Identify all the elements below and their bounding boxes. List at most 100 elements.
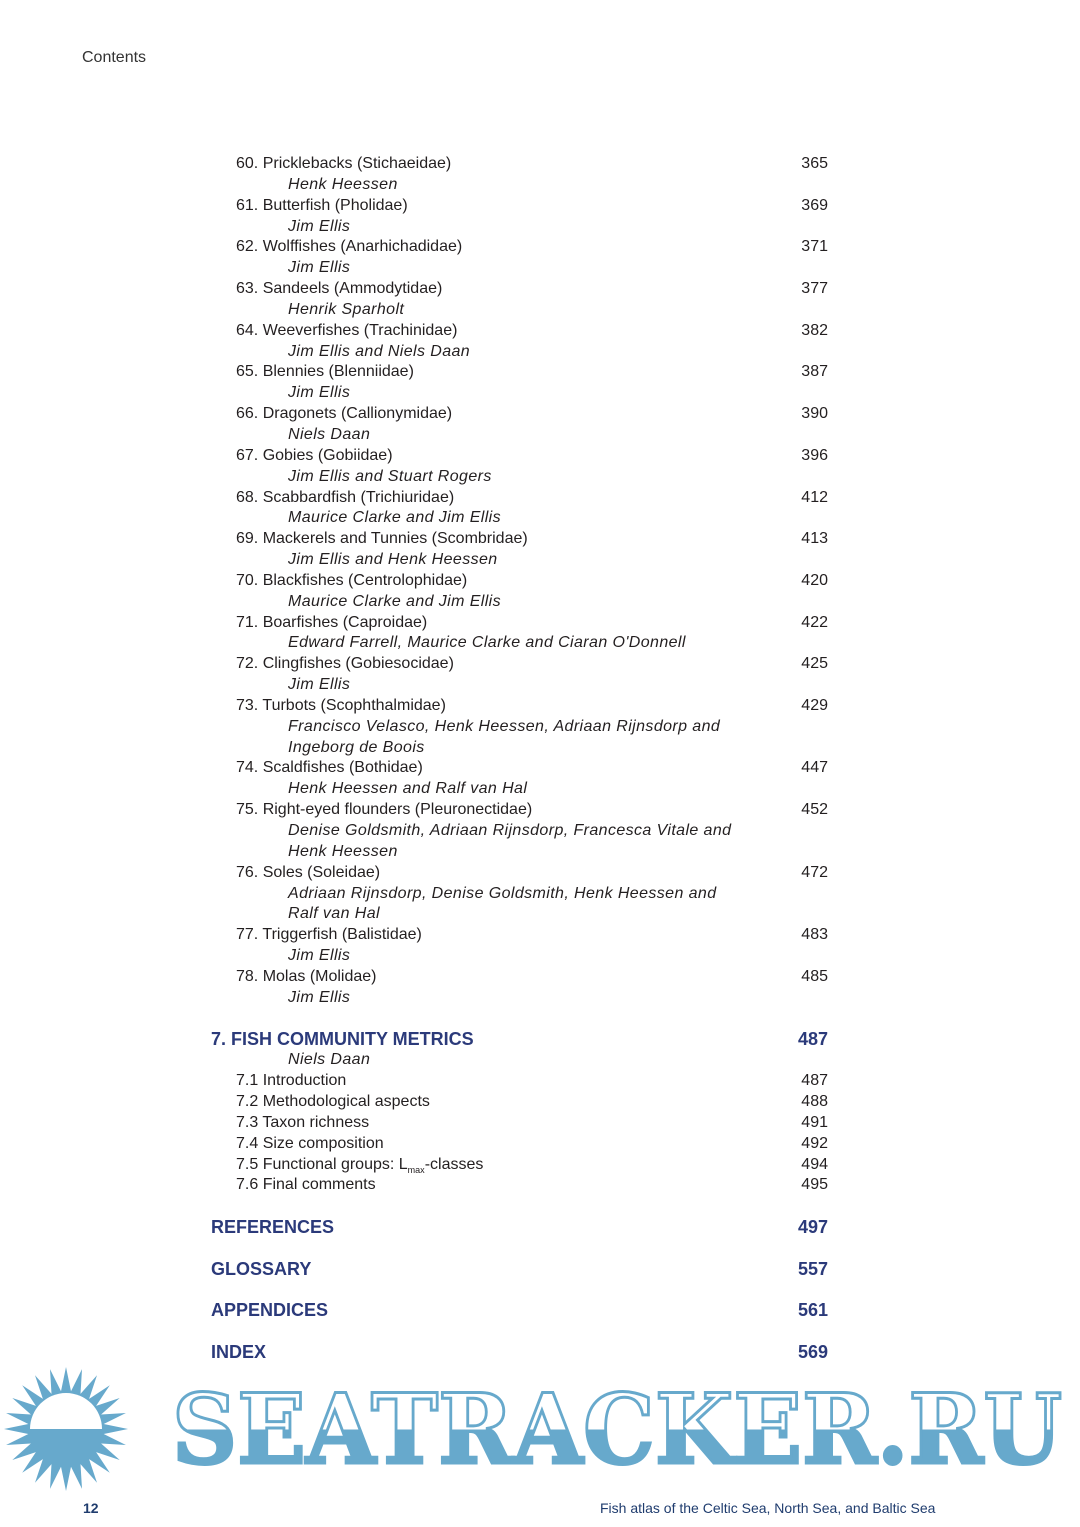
toc-row: 7.5 Functional groups: Lmax-classes 494 xyxy=(0,1155,1080,1176)
toc-row: 7. FISH COMMUNITY METRICS 487 xyxy=(0,1029,1080,1050)
entry-page: 483 xyxy=(801,926,828,944)
entry-page: 472 xyxy=(801,863,828,881)
section-title: GLOSSARY xyxy=(211,1258,312,1279)
subsection-title: 7.3 Taxon richness xyxy=(236,1113,370,1131)
spacer xyxy=(0,1321,1080,1342)
chapter-page: 487 xyxy=(797,1029,828,1050)
entry-page: 390 xyxy=(801,405,828,423)
spacer xyxy=(0,1280,1080,1301)
toc-row: Ralf van Hal xyxy=(0,904,1080,925)
section-page: 557 xyxy=(797,1258,828,1279)
toc-row: 7.3 Taxon richness 491 xyxy=(0,1113,1080,1134)
toc-entry: 74. Scaldfishes (Bothidae) 447 xyxy=(0,758,1080,779)
toc-row: Maurice Clarke and Jim Ellis xyxy=(0,508,1080,529)
entry-author: Maurice Clarke and Jim Ellis xyxy=(288,592,502,610)
subsection-page: 494 xyxy=(801,1155,828,1173)
toc-row: Jim Ellis and Niels Daan xyxy=(0,342,1080,363)
entry-title: 67. Gobies (Gobiidae) xyxy=(236,446,393,464)
watermark-text: SEATRACKER.RU xyxy=(172,1373,1062,1486)
toc-entry: 73. Turbots (Scophthalmidae) 429 xyxy=(0,696,1080,717)
entry-title: 73. Turbots (Scophthalmidae) xyxy=(236,696,446,714)
toc-row: Henrik Sparholt xyxy=(0,300,1080,321)
subsection-page: 487 xyxy=(801,1072,828,1090)
toc-entry: 75. Right-eyed flounders (Pleuronectidae… xyxy=(0,800,1080,821)
spacer xyxy=(0,1196,1080,1217)
entry-author: Niels Daan xyxy=(288,425,371,443)
chapter-author: Niels Daan xyxy=(288,1051,371,1069)
entry-page: 396 xyxy=(801,446,828,464)
entry-title: 60. Pricklebacks (Stichaeidae) xyxy=(236,155,452,172)
entry-title: 74. Scaldfishes (Bothidae) xyxy=(236,759,423,777)
entry-author: Jim Ellis and Niels Daan xyxy=(288,342,471,360)
toc-row: INDEX 569 xyxy=(0,1342,1080,1363)
toc-row: Jim Ellis xyxy=(0,675,1080,696)
toc-row: 7.6 Final comments 495 xyxy=(0,1175,1080,1196)
entry-author: Francisco Velasco, Henk Heessen, Adriaan… xyxy=(288,717,721,735)
subsection-page: 495 xyxy=(801,1176,828,1194)
page-number: 12 xyxy=(83,1500,99,1516)
subsection-title-post: -classes xyxy=(424,1155,484,1173)
entry-author: Adriaan Rijnsdorp, Denise Goldsmith, Hen… xyxy=(288,884,717,902)
subsection-title-pre: 7.5 Functional groups: L xyxy=(236,1155,408,1173)
toc-row: Jim Ellis xyxy=(0,988,1080,1009)
spacer xyxy=(0,1238,1080,1259)
entry-author: Henrik Sparholt xyxy=(288,300,405,318)
toc-entry: 72. Clingfishes (Gobiesocidae) 425 xyxy=(0,654,1080,675)
subsection-title: 7.6 Final comments xyxy=(236,1176,376,1194)
subsection-page: 492 xyxy=(801,1134,828,1152)
entry-author: Henk Heessen and Ralf van Hal xyxy=(288,780,528,798)
section-page: 561 xyxy=(797,1300,828,1321)
toc-entry: 78. Molas (Molidae) 485 xyxy=(0,967,1080,988)
entry-title: 72. Clingfishes (Gobiesocidae) xyxy=(236,655,454,673)
entry-page: 447 xyxy=(801,759,828,777)
toc-entry: 66. Dragonets (Callionymidae) 390 xyxy=(0,404,1080,425)
entry-title: 78. Molas (Molidae) xyxy=(236,967,377,985)
entry-author: Jim Ellis xyxy=(288,947,351,965)
entry-author: Ralf van Hal xyxy=(288,905,380,923)
entry-author: Henk Heessen xyxy=(288,175,398,193)
entry-page: 387 xyxy=(801,363,828,381)
entry-title: 70. Blackfishes (Centrolophidae) xyxy=(236,571,468,589)
entry-title: 65. Blennies (Blenniidae) xyxy=(236,363,414,381)
toc-row: Henk Heessen xyxy=(0,175,1080,196)
entry-author: Denise Goldsmith, Adriaan Rijnsdorp, Fra… xyxy=(288,822,732,839)
toc-entry: 64. Weeverfishes (Trachinidae) 382 xyxy=(0,321,1080,342)
toc-row: Maurice Clarke and Jim Ellis xyxy=(0,592,1080,613)
entry-title: 63. Sandeels (Ammodytidae) xyxy=(236,280,443,298)
toc-entry: 65. Blennies (Blenniidae) 387 xyxy=(0,362,1080,383)
entry-author: Edward Farrell, Maurice Clarke and Ciara… xyxy=(288,634,686,652)
entry-author: Jim Ellis xyxy=(288,217,351,235)
watermark-logo: SEATRACKER.RU xyxy=(4,1367,1064,1491)
entry-title: 66. Dragonets (Callionymidae) xyxy=(236,405,453,423)
toc-row: 7.1 Introduction 487 xyxy=(0,1071,1080,1092)
subsection-page: 488 xyxy=(801,1092,828,1110)
entry-author: Jim Ellis xyxy=(288,384,351,402)
toc-row: 7.2 Methodological aspects 488 xyxy=(0,1092,1080,1113)
toc-row: APPENDICES 561 xyxy=(0,1300,1080,1321)
entry-author: Henk Heessen xyxy=(288,842,398,860)
entry-author: Maurice Clarke and Jim Ellis xyxy=(288,509,502,527)
toc-row: Jim Ellis xyxy=(0,383,1080,404)
entry-title: 62. Wolffishes (Anarhichadidae) xyxy=(236,238,463,256)
subsection-page: 491 xyxy=(801,1113,828,1131)
subsection-title: 7.5 Functional groups: Lmax-classes xyxy=(236,1155,483,1181)
entry-title: 76. Soles (Soleidae) xyxy=(236,863,381,881)
toc-row: Niels Daan xyxy=(0,1050,1080,1071)
entry-author: Jim Ellis xyxy=(288,988,351,1006)
subsection-title: 7.4 Size composition xyxy=(236,1134,384,1152)
toc-row: 7.4 Size composition 492 xyxy=(0,1134,1080,1155)
entry-page: 422 xyxy=(801,613,828,631)
toc-entry: 71. Boarfishes (Caproidae) 422 xyxy=(0,613,1080,634)
entry-page: 429 xyxy=(801,696,828,714)
section-title: APPENDICES xyxy=(211,1300,329,1321)
entry-author: Jim Ellis xyxy=(288,259,351,277)
toc-row: Jim Ellis xyxy=(0,217,1080,238)
entry-page: 369 xyxy=(801,196,828,214)
toc-row: Jim Ellis xyxy=(0,946,1080,967)
entry-page: 365 xyxy=(801,155,828,172)
running-header: Contents xyxy=(82,49,147,66)
toc-row: GLOSSARY 557 xyxy=(0,1259,1080,1280)
chapter-title: 7. FISH COMMUNITY METRICS xyxy=(211,1029,474,1050)
section-title: INDEX xyxy=(211,1342,267,1363)
entry-author: Jim Ellis and Henk Heessen xyxy=(288,551,498,569)
